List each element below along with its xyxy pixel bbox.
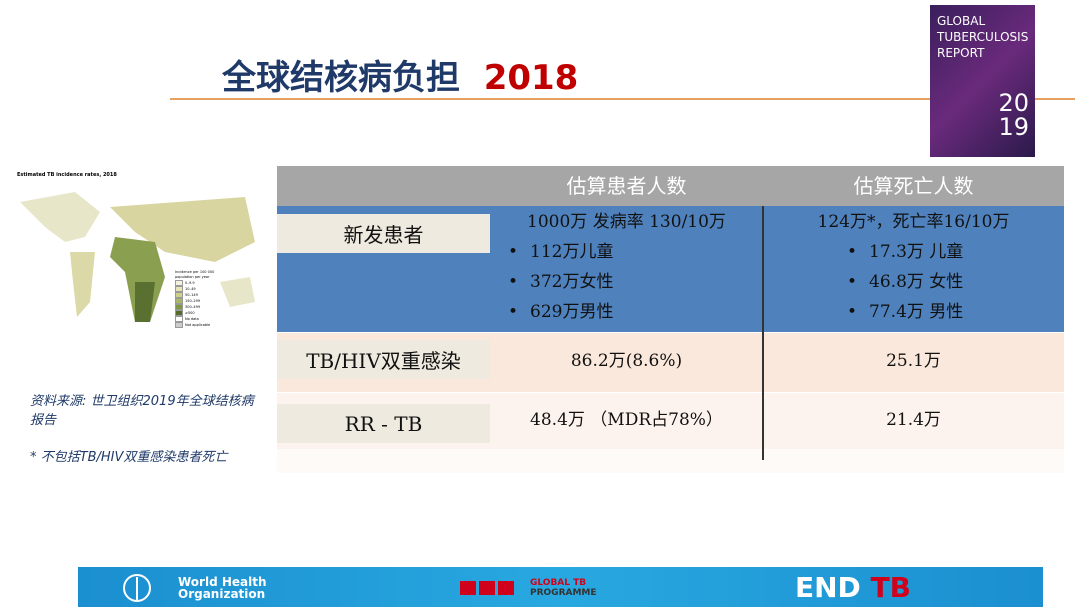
column-header: 估算死亡人数 [853, 174, 974, 198]
cell-line: 48.4万 （MDR占78%） [530, 410, 723, 430]
table-cell: 48.4万 （MDR占78%） [490, 405, 763, 435]
legend-item: Not applicable [175, 322, 215, 328]
end-text: END [795, 571, 861, 604]
cover-line: TUBERCULOSIS [937, 30, 1029, 44]
bullet: • [508, 302, 519, 322]
table-cell: 21.4万 [763, 405, 1064, 435]
legend-label: 50–149 [185, 292, 198, 297]
cell-line: • 372万女性 [508, 272, 614, 292]
legend-swatch [175, 322, 183, 328]
row-label: TB/HIV双重感染 [277, 340, 490, 379]
legend-swatch [175, 298, 183, 304]
bullet: • [508, 272, 519, 292]
tb-text: TB [870, 571, 912, 604]
who-logo [123, 574, 151, 602]
end-tb: END TB [795, 571, 911, 604]
legend-swatch [175, 304, 183, 310]
source-note: 资料来源: 世卫组织2019年全球结核病报告 [30, 394, 254, 428]
cell-line: 25.1万 [886, 351, 941, 371]
gtb-bottom: PROGRAMME [530, 588, 597, 598]
table-cell: 25.1万 [763, 346, 1064, 376]
gtb-logo [460, 581, 515, 595]
cover-year: 20 19 [998, 91, 1029, 139]
who-name: World Health Organization [178, 575, 267, 601]
legend-item: No data [175, 316, 215, 322]
legend-swatch [175, 310, 183, 316]
divider [762, 206, 764, 460]
row-label: RR - TB [277, 404, 490, 443]
cell-line: • 112万儿童 [508, 242, 614, 262]
map: Estimated TB incidence rates, 2018 Incid… [15, 170, 263, 328]
cell-line: 86.2万(8.6%) [570, 351, 683, 371]
map-title: Estimated TB incidence rates, 2018 [17, 172, 117, 178]
cover-year-top: 20 [998, 89, 1029, 117]
legend-item: ≥500 [175, 310, 215, 316]
footer: World Health Organization GLOBAL TB PROGR… [78, 567, 1043, 607]
cover-line: GLOBAL [937, 14, 986, 28]
legend-swatch [175, 280, 183, 286]
legend-item: 0–9.9 [175, 280, 215, 286]
column-header: 估算患者人数 [566, 174, 687, 198]
bullet: • [508, 242, 519, 262]
cell-line: 21.4万 [886, 410, 941, 430]
gtb-top: GLOBAL TB [530, 578, 587, 588]
legend-label: Not applicable [185, 322, 211, 327]
legend-label: 0–9.9 [185, 280, 195, 285]
title-text: 全球结核病负担 [222, 58, 460, 98]
legend-label: 300–499 [185, 304, 201, 309]
rule [170, 98, 1075, 100]
map-shapes [20, 192, 255, 322]
legend-item: 300–499 [175, 304, 215, 310]
table-cell: 1000万 发病率 130/10万 • 112万儿童 • 372万女性 • 629万男性 [490, 207, 763, 327]
cell-line: • 17.3万 儿童 [847, 242, 964, 262]
legend-item: 50–149 [175, 292, 215, 298]
cell-line: • 629万男性 [508, 302, 614, 322]
legend-swatch [175, 292, 183, 298]
cover-title: GLOBAL TUBERCULOSIS REPORT [937, 13, 1028, 61]
footnote: * 不包括TB/HIV双重感染患者死亡 [30, 450, 228, 465]
bullet: • [847, 242, 858, 262]
legend-swatch [175, 286, 183, 292]
map-legend: Incidence per 100 000 population per yea… [175, 270, 215, 328]
bullet: • [847, 302, 858, 322]
legend-label: ≥500 [185, 310, 195, 315]
row-label: 新发患者 [277, 214, 490, 253]
cell-line: 1000万 发病率 130/10万 [527, 212, 726, 232]
legend-item: 150–299 [175, 298, 215, 304]
legend-label: No data [185, 316, 199, 321]
cover-line: REPORT [937, 46, 985, 60]
cover-year-bottom: 19 [998, 113, 1029, 141]
gtb-text: GLOBAL TB PROGRAMME [530, 578, 597, 598]
legend-item: 10–49 [175, 286, 215, 292]
cell-line: 124万*，死亡率16/10万 [817, 212, 1010, 232]
table-header [277, 166, 1064, 206]
table-cell: 86.2万(8.6%) [490, 346, 763, 376]
title-year: 2018 [483, 58, 579, 98]
table-cell: 124万*，死亡率16/10万 • 17.3万 儿童 • 46.8万 女性 • 77.4万 … [763, 207, 1064, 327]
report-cover: GLOBAL TUBERCULOSIS REPORT 20 19 [930, 5, 1035, 157]
legend-title: Incidence per 100 000 population per yea… [175, 270, 215, 279]
row-bg [277, 449, 1064, 473]
legend-label: 10–49 [185, 286, 196, 291]
legend-swatch [175, 316, 183, 322]
title: 全球结核病负担 2018 [222, 50, 578, 99]
bullet: • [847, 272, 858, 292]
legend-label: 150–299 [185, 298, 201, 303]
cell-line: • 77.4万 男性 [847, 302, 964, 322]
cell-line: • 46.8万 女性 [847, 272, 964, 292]
